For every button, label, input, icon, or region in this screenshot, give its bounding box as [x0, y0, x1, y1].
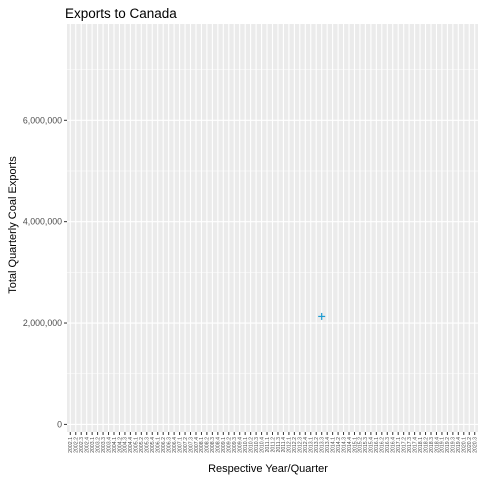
x-tick-label: 2003.2 [95, 437, 101, 453]
x-tick-label: 2011.2 [270, 437, 276, 453]
x-tick-label: 2011.1 [265, 437, 271, 453]
y-axis-title: Total Quarterly Coal Exports [7, 156, 19, 294]
x-tick-label: 2014.4 [347, 437, 353, 453]
x-tick-label: 2003.4 [106, 437, 112, 453]
x-tick-label: 2005.1 [134, 437, 140, 453]
x-tick-label: 2009.3 [232, 437, 238, 453]
x-axis-ticks: 2002.1 2002.2 2002.3 2002.4 2003.1 2003.2 2003… [68, 432, 479, 453]
x-tick-label: 2014.2 [336, 437, 342, 453]
y-tick-label: 2,000,000 [23, 318, 62, 328]
x-axis-title: Respective Year/Quarter [208, 463, 328, 475]
x-tick-label: 2013.2 [314, 437, 320, 453]
x-tick-label: 2006.2 [161, 437, 167, 453]
x-tick-label: 2015.4 [369, 437, 375, 453]
x-tick-label: 2018.3 [429, 437, 435, 453]
x-tick-label: 2012.4 [303, 437, 309, 453]
x-tick-label: 2018.2 [423, 437, 429, 453]
x-tick-label: 2016.2 [380, 437, 386, 453]
x-tick-label: 2003.1 [90, 437, 96, 453]
x-tick-label: 2004.1 [112, 437, 118, 453]
x-tick-label: 2019.3 [451, 437, 457, 453]
y-tick-label: 6,000,000 [23, 115, 62, 125]
x-tick-label: 2010.4 [259, 437, 265, 453]
x-tick-label: 2008.2 [205, 437, 211, 453]
x-tick-label: 2013.4 [325, 437, 331, 453]
x-tick-label: 2002.3 [79, 437, 85, 453]
x-tick-label: 2002.4 [84, 437, 90, 453]
x-tick-label: 2013.1 [309, 437, 315, 453]
x-tick-label: 2007.1 [177, 437, 183, 453]
x-tick-label: 2015.3 [363, 437, 369, 453]
x-tick-label: 2015.1 [352, 437, 358, 453]
x-tick-label: 2007.2 [183, 437, 189, 453]
x-tick-label: 2006.3 [166, 437, 172, 453]
x-tick-label: 2005.4 [150, 437, 156, 453]
data-points [318, 312, 326, 320]
x-tick-label: 2008.1 [199, 437, 205, 453]
x-tick-label: 2007.4 [194, 437, 200, 453]
x-tick-label: 2009.4 [238, 437, 244, 453]
x-tick-label: 2019.1 [440, 437, 446, 453]
x-tick-label: 2008.3 [210, 437, 216, 453]
x-tick-label: 2014.3 [341, 437, 347, 453]
x-tick-label: 2019.2 [445, 437, 451, 453]
x-tick-label: 2006.1 [156, 437, 162, 453]
x-tick-label: 2004.4 [128, 437, 134, 453]
x-tick-label: 2010.2 [248, 437, 254, 453]
x-tick-label: 2018.4 [434, 437, 440, 453]
x-tick-label: 2005.3 [145, 437, 151, 453]
x-tick-label: 2020.1 [462, 437, 468, 453]
x-tick-label: 2017.3 [407, 437, 413, 453]
data-point [318, 312, 326, 320]
x-tick-label: 2013.3 [319, 437, 325, 453]
x-tick-label: 2003.3 [101, 437, 107, 453]
x-tick-label: 2009.2 [227, 437, 233, 453]
x-tick-label: 2004.2 [117, 437, 123, 453]
x-tick-label: 2007.3 [188, 437, 194, 453]
x-tick-label: 2002.2 [74, 437, 80, 453]
x-tick-label: 2005.2 [139, 437, 145, 453]
y-tick-label: 0 [57, 419, 62, 429]
chart-title: Exports to Canada [65, 6, 177, 21]
x-tick-label: 2010.1 [243, 437, 249, 453]
y-tick-label: 4,000,000 [23, 217, 62, 227]
x-tick-label: 2018.1 [418, 437, 424, 453]
x-tick-label: 2019.4 [456, 437, 462, 453]
x-tick-label: 2012.1 [287, 437, 293, 453]
x-tick-label: 2016.4 [391, 437, 397, 453]
x-tick-label: 2002.1 [68, 437, 74, 453]
x-tick-label: 2017.2 [401, 437, 407, 453]
x-tick-label: 2020.2 [467, 437, 473, 453]
x-tick-label: 2011.4 [281, 437, 287, 453]
x-tick-label: 2009.1 [221, 437, 227, 453]
x-tick-label: 2015.2 [358, 437, 364, 453]
x-tick-label: 2006.4 [172, 437, 178, 453]
x-tick-label: 2004.3 [123, 437, 129, 453]
x-tick-label: 2016.3 [385, 437, 391, 453]
x-tick-label: 2011.3 [276, 437, 282, 453]
x-tick-label: 2012.2 [292, 437, 298, 453]
x-tick-label: 2020.3 [473, 437, 479, 453]
x-tick-label: 2008.4 [216, 437, 222, 453]
x-tick-label: 2016.1 [374, 437, 380, 453]
x-tick-label: 2014.1 [330, 437, 336, 453]
x-tick-label: 2017.1 [396, 437, 402, 453]
x-tick-label: 2010.3 [254, 437, 260, 453]
x-tick-label: 2017.4 [412, 437, 418, 453]
y-axis-ticks: 0 2,000,000 4,000,000 6,000,000 [23, 115, 67, 429]
grid-major [67, 24, 478, 432]
x-tick-label: 2012.3 [298, 437, 304, 453]
